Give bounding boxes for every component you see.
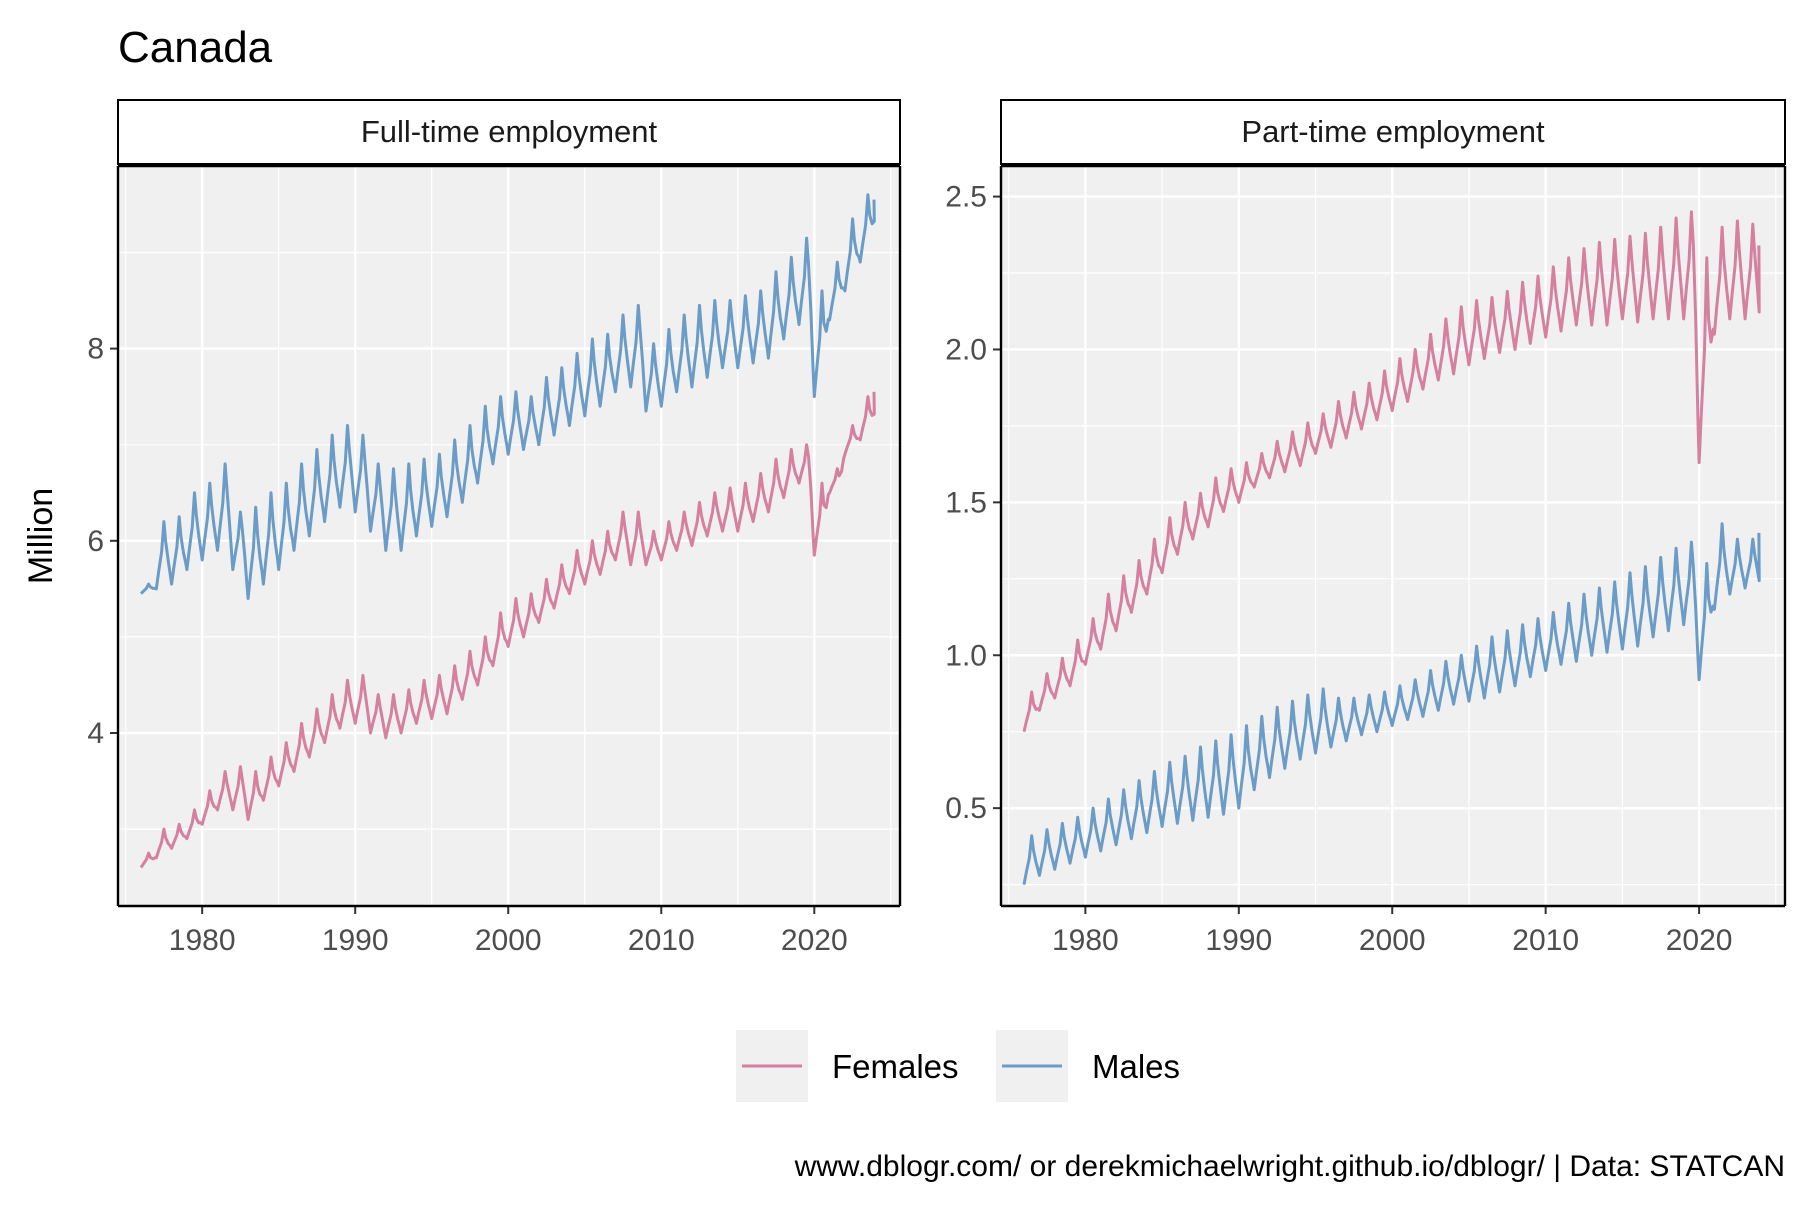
caption: www.dblogr.com/ or derekmichaelwright.gi… bbox=[794, 1150, 1785, 1183]
series-line-males bbox=[1022, 522, 1761, 885]
y-tick-label: 4 bbox=[87, 717, 104, 750]
legend-label-females: Females bbox=[832, 1048, 959, 1085]
x-tick-label: 2020 bbox=[1666, 924, 1733, 957]
y-tick-label: 8 bbox=[87, 333, 104, 366]
y-axis-title: Million bbox=[22, 488, 60, 584]
panel-part-time: Part-time employment 1980 1990 2000 2010 202… bbox=[945, 99, 1787, 957]
strip-title: Full-time employment bbox=[361, 114, 658, 149]
y-tick-label: 1.0 bbox=[945, 639, 987, 672]
series-line-females bbox=[1022, 210, 1761, 733]
x-tick-label: 1990 bbox=[1205, 924, 1272, 957]
y-tick-label: 1.5 bbox=[945, 486, 987, 519]
x-tick-label: 2020 bbox=[781, 924, 848, 957]
x-tick-label: 2010 bbox=[628, 924, 695, 957]
x-tick-label: 1980 bbox=[1052, 924, 1119, 957]
x-tick-label: 2000 bbox=[475, 924, 542, 957]
x-tick-label: 2000 bbox=[1359, 924, 1426, 957]
y-tick-label: 2.5 bbox=[945, 181, 987, 214]
strip-box bbox=[117, 99, 901, 165]
x-tick-label: 1990 bbox=[322, 924, 389, 957]
x-tick-label: 2010 bbox=[1512, 924, 1579, 957]
series-line-males bbox=[139, 193, 876, 600]
legend: Females Males bbox=[736, 1030, 1180, 1102]
series-line-females bbox=[139, 391, 876, 869]
y-tick-label: 6 bbox=[87, 525, 104, 558]
legend-label-males: Males bbox=[1092, 1048, 1180, 1085]
x-tick-label: 1980 bbox=[169, 924, 236, 957]
chart-title: Canada bbox=[118, 23, 273, 72]
strip-box bbox=[1000, 99, 1786, 165]
y-tick-label: 0.5 bbox=[945, 792, 987, 825]
y-tick-label: 2.0 bbox=[945, 333, 987, 366]
panel-full-time: Full-time employment 1980 1990 2000 2010 202… bbox=[87, 99, 902, 957]
strip-title: Part-time employment bbox=[1241, 114, 1545, 149]
